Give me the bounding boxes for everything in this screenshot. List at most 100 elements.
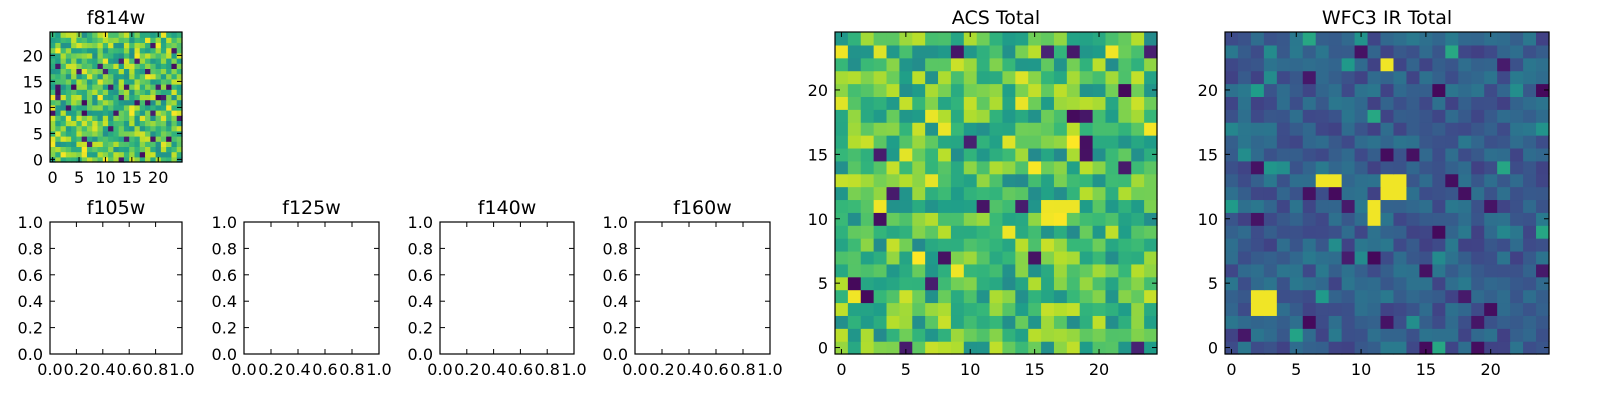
heatmap-cell — [1445, 160, 1459, 175]
heatmap-cell — [950, 225, 965, 239]
x-tick-label: 0.2 — [64, 360, 89, 379]
heatmap-cell — [160, 58, 167, 64]
heatmap-cell — [1445, 328, 1459, 342]
heatmap-cell — [1432, 122, 1446, 136]
heatmap-cell — [113, 136, 120, 142]
heatmap-cell — [102, 99, 109, 106]
heatmap-cell — [1237, 57, 1252, 72]
heatmap-cell — [113, 32, 120, 38]
heatmap-cell — [60, 78, 67, 85]
heatmap-cell — [134, 104, 141, 111]
heatmap-cell — [71, 32, 77, 38]
heatmap-cell — [1002, 70, 1016, 85]
heatmap-cell — [1105, 96, 1119, 110]
heatmap-cell — [1315, 276, 1330, 291]
heatmap-cell — [1225, 122, 1239, 136]
heatmap-cell — [71, 47, 77, 54]
heatmap-cell — [1225, 341, 1239, 355]
heatmap-cell — [1041, 238, 1055, 252]
heatmap-cell — [1092, 276, 1107, 291]
heatmap-cell — [129, 37, 136, 43]
heatmap-cell — [76, 52, 83, 59]
heatmap-cell — [166, 104, 173, 111]
heatmap-cell — [71, 63, 77, 69]
heatmap-cell — [129, 125, 136, 132]
heatmap-cell — [860, 315, 875, 329]
heatmap-cell — [1105, 315, 1119, 329]
heatmap-cell — [160, 146, 167, 153]
heatmap-cell — [1510, 160, 1524, 175]
heatmap-cell — [899, 32, 913, 46]
heatmap-cell — [108, 110, 114, 116]
heatmap-cell — [1354, 96, 1369, 110]
heatmap-cell — [171, 104, 178, 111]
heatmap-cell — [65, 73, 72, 80]
heatmap-cell — [108, 63, 114, 69]
heatmap-cell — [1225, 225, 1239, 239]
y-tick-label: 1.0 — [212, 213, 237, 232]
heatmap-cell — [50, 115, 56, 121]
heatmap-cell — [976, 147, 991, 162]
heatmap-cell — [1432, 212, 1446, 226]
heatmap-cell — [1302, 212, 1317, 226]
heatmap-cell — [81, 89, 88, 95]
heatmap-cell — [60, 141, 67, 147]
heatmap-cell — [1523, 109, 1537, 123]
heatmap-cell — [1523, 328, 1537, 342]
heatmap-cell — [1484, 199, 1498, 213]
heatmap-cell — [899, 302, 913, 316]
heatmap-cell — [1237, 147, 1252, 162]
heatmap-cell — [65, 151, 72, 158]
heatmap-cell — [1341, 32, 1356, 46]
heatmap-cell — [134, 136, 141, 142]
heatmap-cell — [139, 68, 146, 75]
heatmap-cell — [912, 276, 926, 291]
heatmap-cell — [1419, 173, 1433, 188]
y-tick-label: 0.8 — [603, 239, 628, 258]
heatmap-cell — [150, 120, 157, 127]
heatmap-cell — [139, 146, 146, 153]
heatmap-cell — [113, 37, 120, 43]
heatmap-cell — [1380, 263, 1395, 278]
heatmap-cell — [1419, 109, 1433, 123]
heatmap-cell — [1263, 109, 1278, 123]
heatmap-cell — [1263, 173, 1278, 188]
heatmap-cell — [134, 63, 141, 69]
heatmap-cell — [1536, 341, 1550, 355]
heatmap-cell — [1041, 315, 1055, 329]
heatmap-cell — [847, 122, 862, 136]
heatmap-cell — [1406, 147, 1420, 162]
heatmap-cell — [65, 78, 72, 85]
heatmap-cell — [1237, 225, 1252, 239]
heatmap-cell — [1002, 250, 1016, 265]
heatmap-cell — [134, 37, 141, 43]
heatmap-cell — [860, 199, 875, 213]
heatmap-cell — [1092, 289, 1107, 304]
heatmap-cell — [1118, 186, 1132, 201]
heatmap-cell — [92, 42, 99, 49]
heatmap-cell — [1328, 135, 1343, 149]
heatmap-cell — [92, 104, 99, 111]
heatmap-cell — [1041, 250, 1055, 265]
heatmap-cell — [123, 84, 130, 90]
heatmap-cell — [1105, 302, 1119, 316]
heatmap-cell — [1237, 341, 1252, 355]
heatmap-cell — [1144, 250, 1158, 265]
heatmap-cell — [1092, 302, 1107, 316]
heatmap-cell — [76, 42, 83, 49]
heatmap-cell — [1015, 263, 1029, 278]
heatmap-cell — [1092, 328, 1107, 342]
heatmap-cell — [1302, 32, 1317, 46]
heatmap-cell — [1328, 328, 1343, 342]
heatmap-cell — [1105, 289, 1119, 304]
heatmap-cell — [1432, 57, 1446, 72]
heatmap-cell — [55, 89, 62, 95]
plot-frame — [439, 221, 575, 355]
heatmap-cell — [1497, 250, 1511, 265]
heatmap-cell — [1458, 289, 1472, 304]
heatmap-cell — [886, 70, 900, 85]
heatmap-cell — [102, 104, 109, 111]
heatmap-cell — [1328, 186, 1343, 201]
heatmap-cell — [1432, 44, 1446, 59]
heatmap-cell — [1066, 212, 1081, 226]
